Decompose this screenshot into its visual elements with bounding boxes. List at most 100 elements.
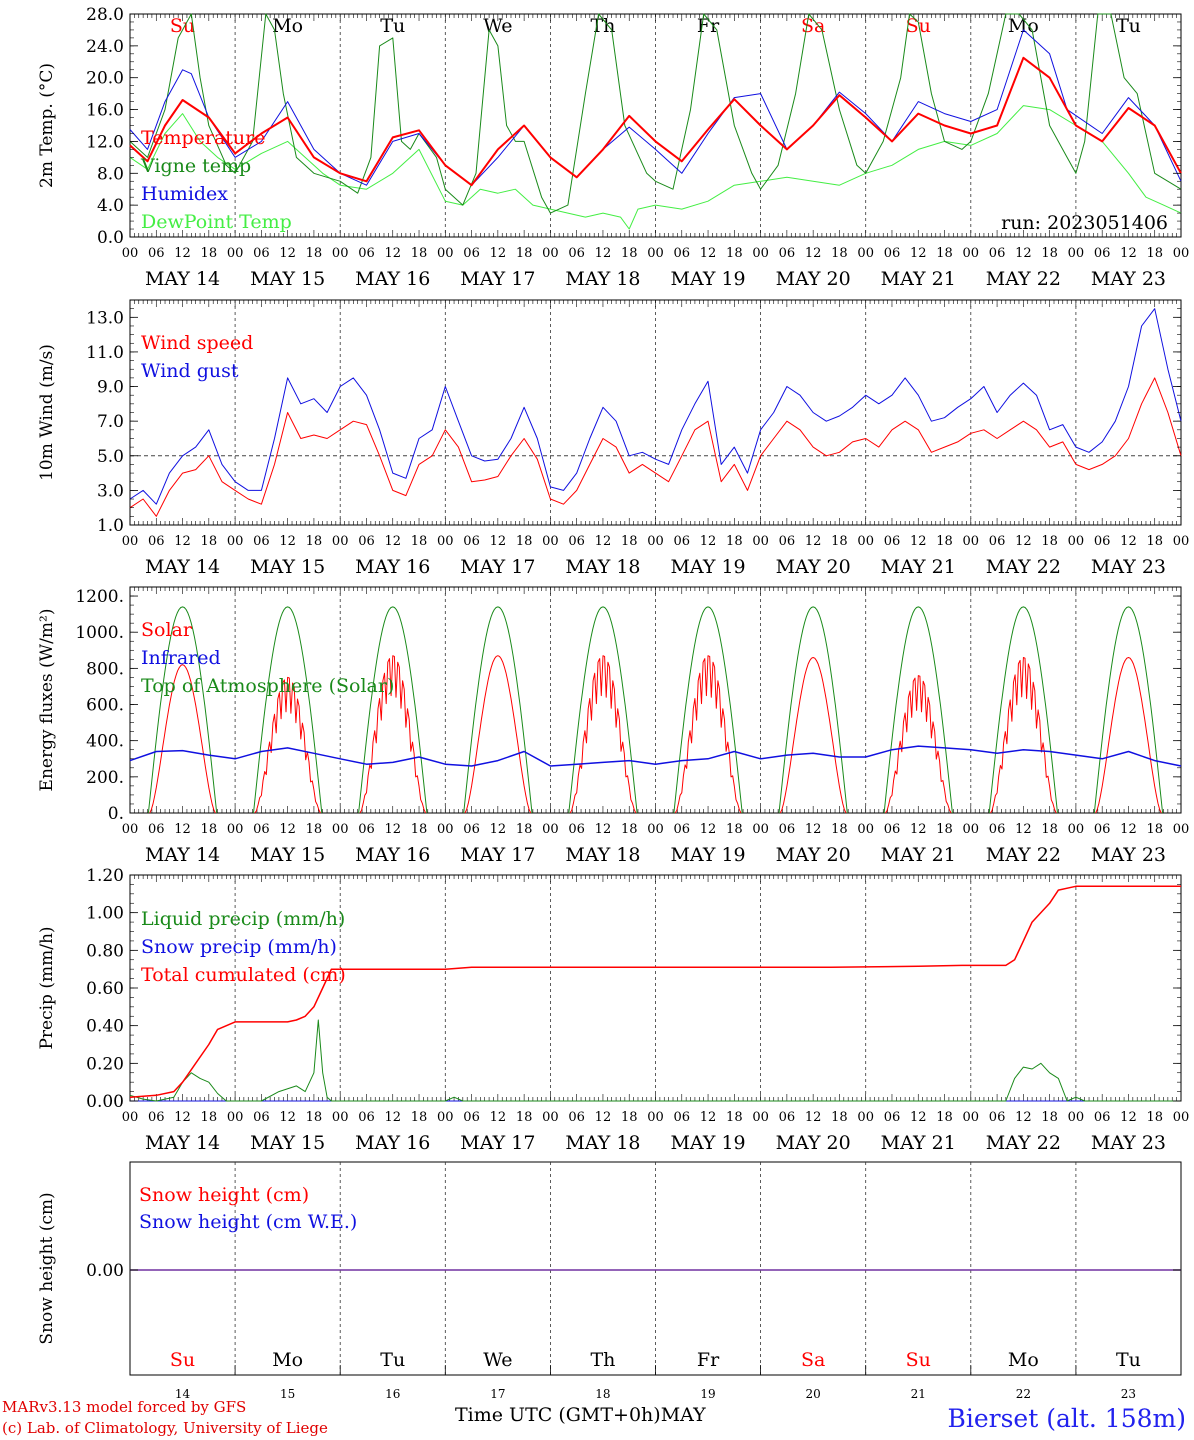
toa-curve: [147, 606, 218, 814]
day-number-label: 17: [490, 1387, 505, 1401]
hour-tick-label: 06: [989, 822, 1006, 837]
hour-tick-label: 18: [726, 534, 743, 549]
date-label: MAY 17: [460, 844, 535, 866]
hour-tick-label: 18: [201, 534, 218, 549]
hour-tick-label: 00: [857, 534, 874, 549]
solar-curve: [149, 664, 216, 814]
date-label: MAY 19: [670, 268, 745, 290]
solar-curve: [569, 655, 637, 814]
hour-tick-label: 00: [1173, 534, 1190, 549]
hour-tick-label: 00: [752, 822, 769, 837]
hour-tick-label: 00: [647, 1110, 664, 1125]
weekday-label: Th: [590, 15, 615, 37]
date-label: MAY 15: [250, 556, 325, 578]
station-label: Bierset (alt. 158m): [947, 1404, 1186, 1433]
hour-tick-label: 06: [463, 534, 480, 549]
toa-curve: [463, 606, 533, 814]
hour-tick-label: 06: [779, 534, 796, 549]
hour-tick-label: 12: [174, 246, 191, 261]
hour-tick-label: 00: [857, 246, 874, 261]
hour-tick-label: 12: [384, 534, 401, 549]
y-tick-label: 9.0: [97, 378, 124, 398]
y-axis-label: Energy fluxes (W/m²): [37, 609, 57, 792]
hour-tick-label: 00: [437, 534, 454, 549]
hour-tick-label: 00: [857, 822, 874, 837]
hour-tick-label: 18: [306, 1110, 323, 1125]
hour-tick-label: 00: [122, 1110, 139, 1125]
hour-tick-label: 06: [1094, 246, 1111, 261]
date-label: MAY 20: [776, 1132, 851, 1154]
series-line-2: [129, 29, 1182, 186]
date-label: MAY 21: [881, 1132, 956, 1154]
hour-tick-label: 06: [358, 1110, 375, 1125]
weekday-label: Su: [906, 15, 931, 37]
hour-tick-label: 12: [1015, 822, 1032, 837]
hour-tick-label: 00: [227, 534, 244, 549]
hour-tick-label: 06: [779, 822, 796, 837]
hour-tick-label: 18: [516, 534, 533, 549]
series-line-speed: [129, 377, 1182, 517]
y-axis-label: Snow height (cm): [37, 1192, 57, 1344]
hour-tick-label: 12: [910, 246, 927, 261]
y-tick-label: 0.: [108, 804, 124, 824]
hour-tick-label: 06: [568, 822, 585, 837]
hour-tick-label: 18: [621, 534, 638, 549]
hour-tick-label: 06: [568, 1110, 585, 1125]
hour-tick-label: 12: [805, 246, 822, 261]
hour-tick-label: 12: [279, 534, 296, 549]
hour-tick-label: 00: [1068, 822, 1085, 837]
hour-tick-label: 06: [989, 246, 1006, 261]
hour-tick-label: 00: [1173, 1110, 1190, 1125]
y-axis-label: 10m Wind (m/s): [37, 344, 57, 481]
hour-tick-label: 06: [253, 1110, 270, 1125]
date-label: MAY 17: [460, 268, 535, 290]
date-label: MAY 19: [670, 556, 745, 578]
hour-tick-label: 00: [963, 534, 980, 549]
date-label: MAY 18: [565, 844, 640, 866]
series-line-0: [129, 56, 1182, 187]
hour-tick-label: 00: [437, 822, 454, 837]
hour-tick-label: 06: [148, 822, 165, 837]
y-tick-label: 0.0: [97, 228, 124, 248]
hour-tick-label: 12: [805, 534, 822, 549]
weekday-label: We: [483, 1349, 512, 1371]
hour-tick-label: 12: [595, 246, 612, 261]
hour-tick-label: 12: [384, 1110, 401, 1125]
y-tick-label: 800.: [86, 659, 124, 679]
date-label: MAY 23: [1091, 268, 1166, 290]
toa-curve: [988, 606, 1058, 814]
legend-entry: Top of Atmosphere (Solar): [141, 675, 394, 697]
hour-tick-label: 00: [332, 534, 349, 549]
hour-tick-label: 12: [490, 246, 507, 261]
hour-tick-label: 18: [306, 822, 323, 837]
weekday-label: Tu: [1116, 1349, 1141, 1371]
hour-tick-label: 06: [1094, 534, 1111, 549]
day-number-label: 15: [280, 1387, 295, 1401]
hour-tick-label: 12: [700, 534, 717, 549]
hour-tick-label: 18: [726, 246, 743, 261]
lab-credit: (c) Lab. of Climatology, University of L…: [2, 1419, 328, 1437]
hour-tick-label: 06: [674, 246, 691, 261]
hour-tick-label: 18: [411, 1110, 428, 1125]
plot-frame: [129, 13, 1182, 238]
hour-tick-label: 12: [384, 246, 401, 261]
date-label: MAY 15: [250, 268, 325, 290]
toa-curve: [1093, 606, 1164, 814]
hour-tick-label: 12: [700, 1110, 717, 1125]
y-tick-label: 600.: [86, 696, 124, 716]
date-label: MAY 20: [776, 556, 851, 578]
hour-tick-label: 18: [1146, 534, 1163, 549]
hour-tick-label: 00: [332, 822, 349, 837]
hour-tick-label: 06: [148, 1110, 165, 1125]
date-label: MAY 14: [145, 556, 220, 578]
day-number-label: 22: [1016, 1387, 1031, 1401]
hour-tick-label: 12: [1015, 534, 1032, 549]
toa-curve: [568, 606, 638, 814]
hour-tick-label: 00: [963, 246, 980, 261]
hour-tick-label: 00: [122, 534, 139, 549]
hour-tick-label: 18: [411, 822, 428, 837]
y-tick-label: 4.0: [97, 196, 124, 216]
day-number-label: 18: [595, 1387, 610, 1401]
model-credit: MARv3.13 model forced by GFS: [2, 1398, 247, 1416]
hour-tick-label: 00: [1068, 534, 1085, 549]
